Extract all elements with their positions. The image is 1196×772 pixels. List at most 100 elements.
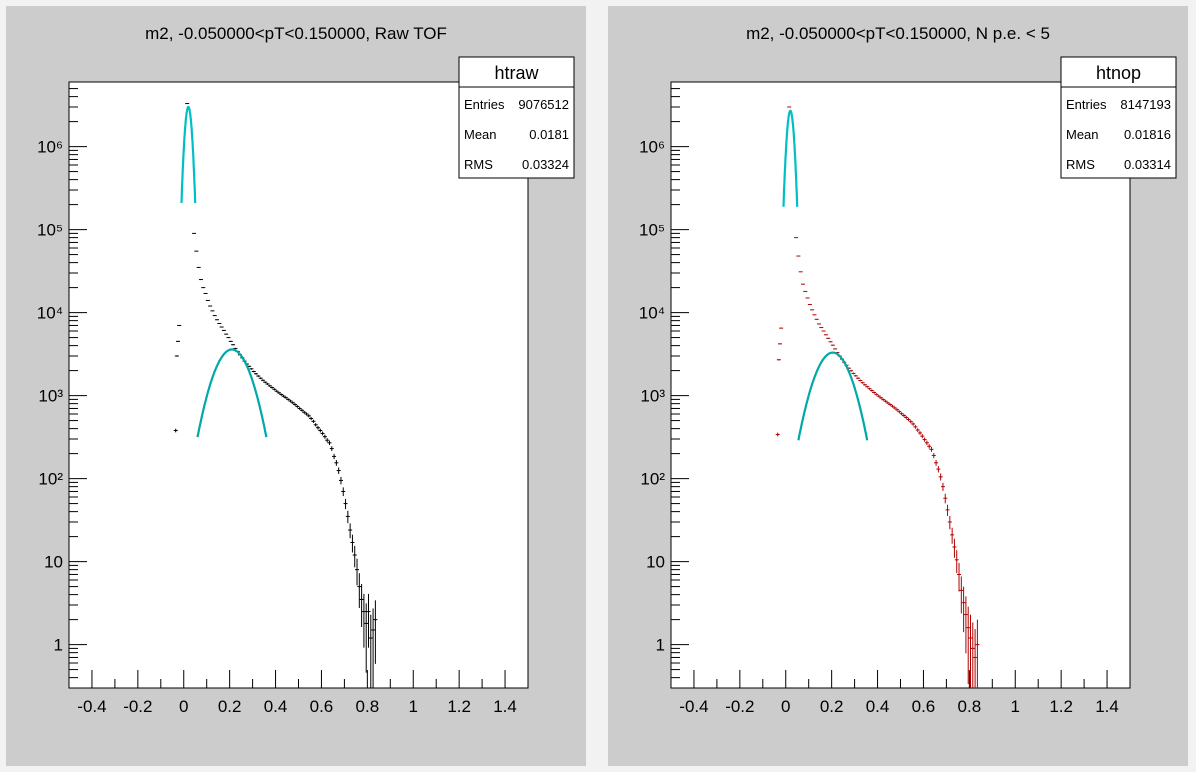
x-tick-label: 0.6: [912, 697, 936, 716]
histogram-pad-raw-tof: m2, -0.050000<pT<0.150000, Raw TOF -0.4 -0…: [6, 6, 586, 766]
x-tick-label: 1.2: [1049, 697, 1073, 716]
y-tick-label: 10⁶: [639, 138, 665, 157]
data-point: [883, 400, 888, 403]
y-tick-label: 10: [646, 553, 665, 572]
stats-name: htraw: [494, 63, 539, 83]
chart-title: m2, -0.050000<pT<0.150000, Raw TOF: [145, 24, 447, 43]
y-tick-label: 10: [44, 553, 63, 572]
data-point: [260, 379, 265, 382]
data-point: [217, 322, 222, 324]
data-point: [283, 396, 288, 399]
data-point: [228, 340, 233, 342]
data-point: [823, 334, 828, 336]
data-point: [775, 432, 780, 437]
data-point: [901, 414, 906, 418]
data-point: [224, 333, 229, 335]
data-point: [219, 326, 224, 328]
data-point: [357, 573, 362, 608]
data-point: [299, 408, 304, 412]
data-point: [940, 482, 945, 491]
x-tick-label: 0.4: [866, 697, 890, 716]
x-tick-label: -0.2: [123, 697, 152, 716]
data-point: [807, 304, 812, 306]
data-point: [812, 314, 817, 316]
y-tick-label: 10³: [640, 387, 665, 406]
data-point: [963, 596, 968, 654]
data-point: [872, 391, 877, 394]
data-point: [826, 337, 831, 339]
data-point: [249, 368, 254, 370]
stats-name: htnop: [1096, 63, 1141, 83]
stats-body: [1060, 86, 1177, 179]
data-point: [270, 386, 275, 389]
data-point: [343, 498, 348, 510]
data-point: [821, 330, 826, 332]
x-tick-label: -0.2: [725, 697, 754, 716]
data-point: [970, 622, 975, 688]
data-point: [853, 374, 858, 377]
x-tick-label: 0.8: [356, 697, 380, 716]
data-point: [803, 290, 808, 292]
data-point: [952, 538, 957, 558]
data-point: [975, 619, 980, 688]
data-point: [918, 431, 923, 435]
data-point: [922, 437, 927, 442]
data-point: [888, 403, 893, 406]
data-point: [231, 344, 236, 346]
data-point: [263, 381, 268, 384]
stats-label: RMS: [464, 157, 493, 172]
stats-label: Mean: [1066, 127, 1099, 142]
data-point: [936, 466, 941, 473]
data-point: [924, 440, 929, 446]
y-tick-label: 10⁵: [639, 221, 665, 240]
data-point: [313, 423, 318, 427]
histogram-raw-tof-svg: m2, -0.050000<pT<0.150000, Raw TOF -0.4 -0…: [37, 24, 575, 716]
stats-header: [1060, 56, 1177, 88]
data-point: [931, 452, 936, 459]
x-tick-label: 1.4: [1095, 697, 1119, 716]
data-point: [920, 434, 925, 439]
data-point: [885, 401, 890, 405]
data-point: [288, 399, 293, 403]
data-point: [258, 377, 263, 380]
data-point: [938, 473, 943, 481]
data-point: [858, 379, 863, 382]
data-point: [322, 434, 327, 439]
data-point: [352, 545, 357, 568]
data-point: [327, 440, 332, 446]
data-point: [814, 318, 819, 320]
x-tick-label: 1: [1011, 697, 1020, 716]
data-point: [251, 370, 256, 373]
data-point: [329, 446, 334, 452]
data-point: [957, 562, 962, 592]
data-point: [869, 389, 874, 392]
histogram-npe-svg: m2, -0.050000<pT<0.150000, N p.e. < 5 -0.…: [639, 24, 1177, 716]
data-point: [311, 419, 316, 423]
data-point: [934, 460, 939, 466]
x-tick-label: 0.2: [820, 697, 844, 716]
data-point: [776, 359, 781, 361]
data-point: [318, 428, 323, 433]
fit-curve: [196, 348, 268, 438]
data-point: [371, 608, 376, 688]
data-point: [950, 527, 955, 544]
data-point: [819, 327, 824, 329]
data-point: [226, 337, 231, 339]
stats-value: 0.0181: [529, 127, 569, 142]
x-tick-label: 0.4: [264, 697, 288, 716]
data-point: [286, 398, 291, 401]
stats-value: 0.01816: [1124, 127, 1171, 142]
plot-frame: [68, 81, 529, 689]
x-tick-label: 0.8: [958, 697, 982, 716]
stats-value: 9076512: [518, 97, 569, 112]
x-tick-label: 1.4: [493, 697, 517, 716]
data-point: [961, 586, 966, 633]
data-point: [254, 372, 259, 375]
data-point: [908, 420, 913, 424]
y-tick-label: 10³: [38, 387, 63, 406]
data-point: [779, 327, 784, 329]
data-point: [309, 416, 314, 421]
data-point: [959, 576, 964, 614]
data-point: [215, 319, 220, 321]
y-tick-label: 10²: [640, 470, 665, 489]
